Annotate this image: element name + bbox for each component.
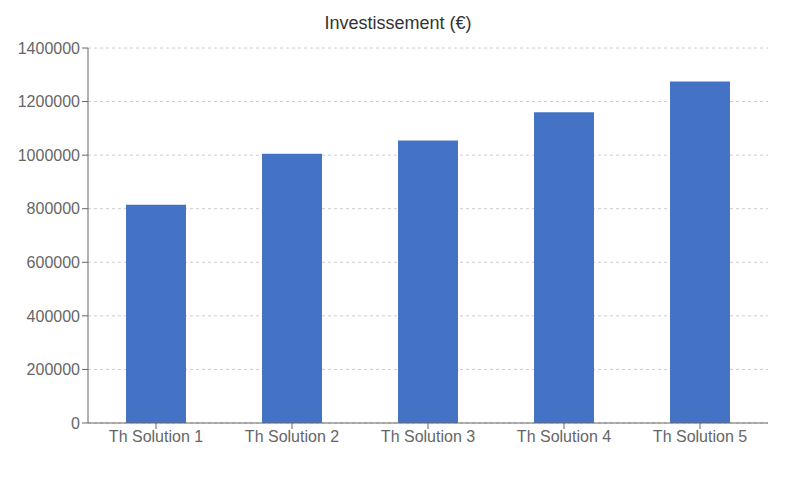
svg-text:600000: 600000 (27, 254, 80, 271)
svg-text:400000: 400000 (27, 308, 80, 325)
svg-text:1000000: 1000000 (18, 147, 80, 164)
svg-text:Th Solution 1: Th Solution 1 (109, 428, 203, 445)
svg-text:Th Solution 3: Th Solution 3 (381, 428, 475, 445)
svg-text:Th Solution 4: Th Solution 4 (517, 428, 611, 445)
svg-text:Th Solution 5: Th Solution 5 (653, 428, 747, 445)
html-text:Investissement (€): Investissement (€) (324, 13, 472, 33)
svg-text:Th Solution 2: Th Solution 2 (245, 428, 339, 445)
svg-text:200000: 200000 (27, 361, 80, 378)
svg-text:1200000: 1200000 (18, 93, 80, 110)
svg-text:1400000: 1400000 (18, 40, 80, 57)
svg-text:0: 0 (71, 415, 80, 432)
svg-text:800000: 800000 (27, 200, 80, 217)
